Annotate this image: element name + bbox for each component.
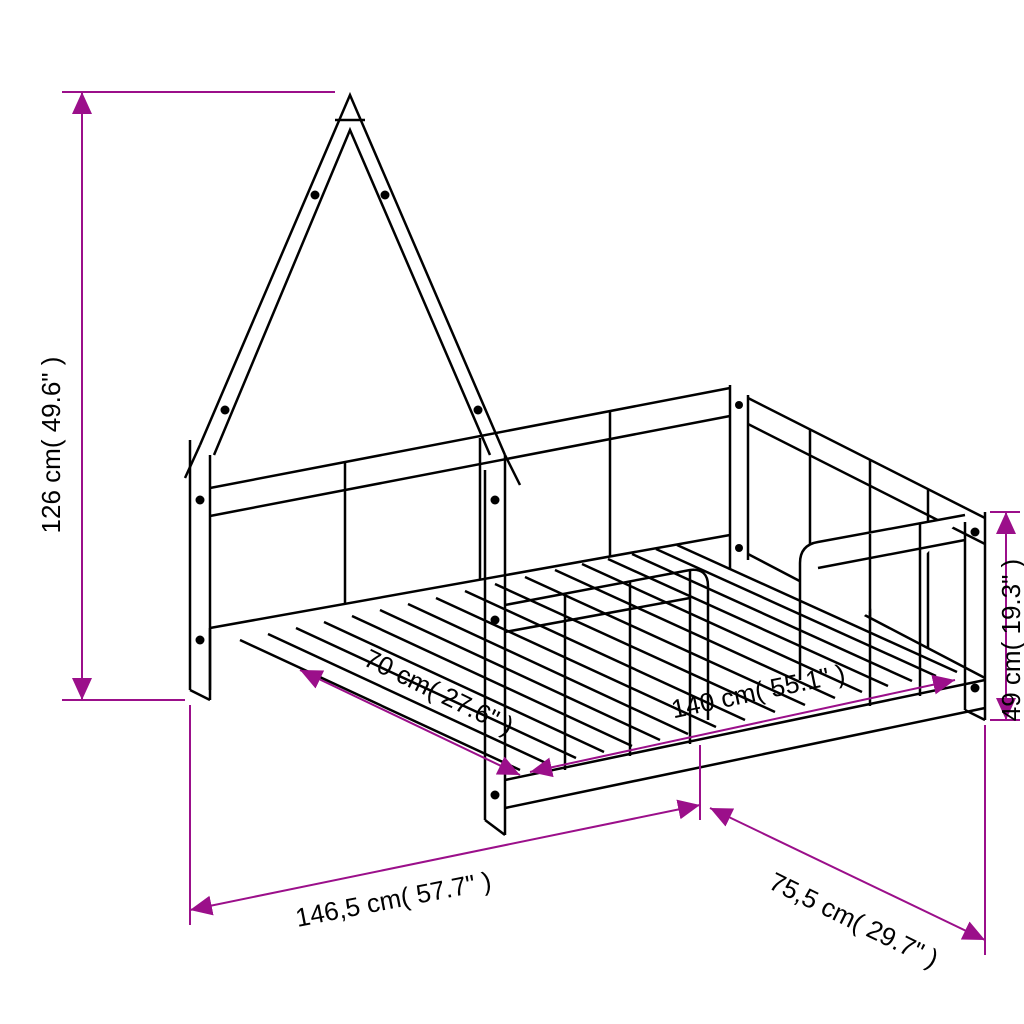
dim-height-cm: 126 cm [36, 448, 66, 533]
dim-length-cm: 146,5 cm [293, 883, 404, 933]
dim-rail-cm: 49 cm [996, 650, 1024, 721]
dim-height-in: 49.6" [36, 372, 66, 432]
dim-innerw-cm: 70 cm [359, 643, 436, 701]
svg-text:75,5 cm( 29.7" ): 75,5 cm( 29.7" ) [765, 866, 944, 974]
dim-width-cm: 75,5 cm [765, 866, 861, 934]
dim-innerl-in: 55.1" [767, 661, 832, 703]
svg-text:126 cm( 49.6" ): 126 cm( 49.6" ) [36, 357, 66, 534]
dim-length-in: 57.7" [414, 869, 478, 910]
svg-text:49 cm( 19.3" ): 49 cm( 19.3" ) [996, 559, 1024, 721]
svg-text:146,5 cm( 57.7" ): 146,5 cm( 57.7" ) [293, 865, 494, 932]
dim-rail-in: 19.3" [996, 575, 1024, 635]
